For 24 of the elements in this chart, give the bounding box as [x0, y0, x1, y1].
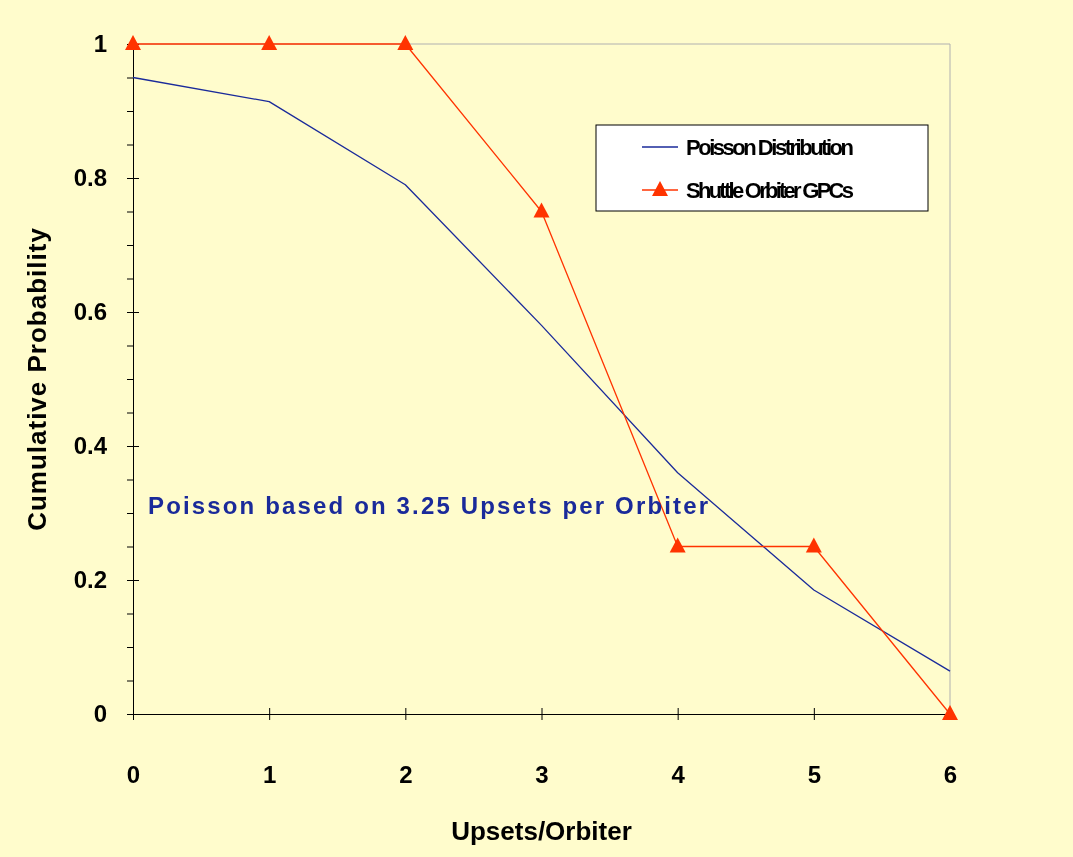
- x-tick-label: 5: [807, 761, 822, 789]
- point: [942, 705, 958, 720]
- text: 0.2: [73, 566, 107, 594]
- y-tick-label: 0.4: [73, 432, 108, 460]
- x-tick-label: 1: [262, 761, 277, 789]
- y-tick-label: 1: [93, 30, 107, 58]
- y-axis-title: Cumulative Probability: [22, 227, 52, 531]
- legend-label: Poisson Distribution: [686, 135, 854, 160]
- x-tick-label: 6: [943, 761, 958, 789]
- x-tick-label: 4: [671, 761, 686, 789]
- point: [397, 35, 414, 50]
- x-tick-label: 0: [126, 761, 141, 789]
- x-tick-label: 2: [399, 761, 413, 789]
- point: [125, 35, 141, 50]
- point: [261, 35, 278, 50]
- point: [669, 537, 686, 553]
- y-tick-label: 0: [93, 700, 107, 728]
- y-tick-label: 0.8: [73, 164, 107, 192]
- point: [533, 202, 550, 218]
- y-tick-label: 0.6: [73, 298, 107, 326]
- point: [805, 537, 822, 553]
- x-tick-label: 3: [535, 761, 549, 789]
- legend-label: Shuttle Orbiter GPCs: [686, 178, 854, 203]
- x-axis-title: Upsets/Orbiter: [451, 816, 632, 846]
